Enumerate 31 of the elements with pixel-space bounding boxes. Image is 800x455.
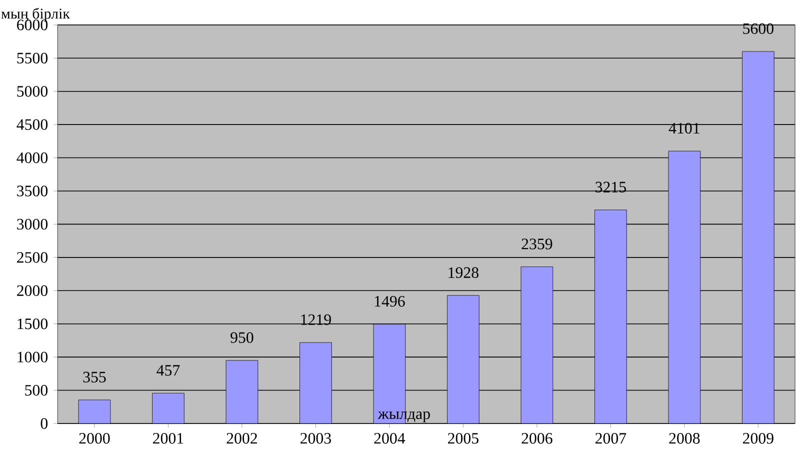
y-tick-label: 5500 <box>17 52 48 64</box>
x-tick-label: 2008 <box>669 432 700 444</box>
y-tick-label: 4000 <box>16 152 48 163</box>
y-tick-label: 3000 <box>17 218 48 230</box>
data-label: 3215 <box>596 182 626 192</box>
data-label: 457 <box>156 364 180 376</box>
y-tick-label: 1500 <box>18 318 48 330</box>
y-tick-label: 0 <box>40 418 48 429</box>
x-tick-label: 2009 <box>742 432 774 444</box>
data-label: 950 <box>230 332 254 343</box>
y-tick-label: 6000 <box>17 19 48 30</box>
data-label: 1496 <box>374 296 405 306</box>
x-tick-label: 2007 <box>595 432 626 444</box>
x-tick-label: 2004 <box>374 432 406 444</box>
data-label: 5600 <box>743 23 774 34</box>
x-tick-label: 2003 <box>300 432 331 444</box>
y-tick-label: 500 <box>25 384 48 396</box>
data-label: 1928 <box>448 267 478 278</box>
y-tick-label: 2500 <box>17 252 48 263</box>
x-tick-label: 2000 <box>79 432 110 444</box>
x-tick-label: 2002 <box>226 432 257 444</box>
x-tick-label: 2006 <box>522 432 552 444</box>
y-tick-label: 2000 <box>17 285 48 296</box>
x-tick-label: 2001 <box>153 432 184 444</box>
x-tick-label: 2005 <box>448 432 478 444</box>
y-tick-label: 1000 <box>18 352 48 362</box>
y-tick-label: 5000 <box>17 86 48 97</box>
y-tick-label: 4500 <box>16 119 48 130</box>
y-tick-label: 3500 <box>17 185 48 196</box>
data-label: 355 <box>83 372 106 382</box>
data-label: 2359 <box>522 238 552 250</box>
